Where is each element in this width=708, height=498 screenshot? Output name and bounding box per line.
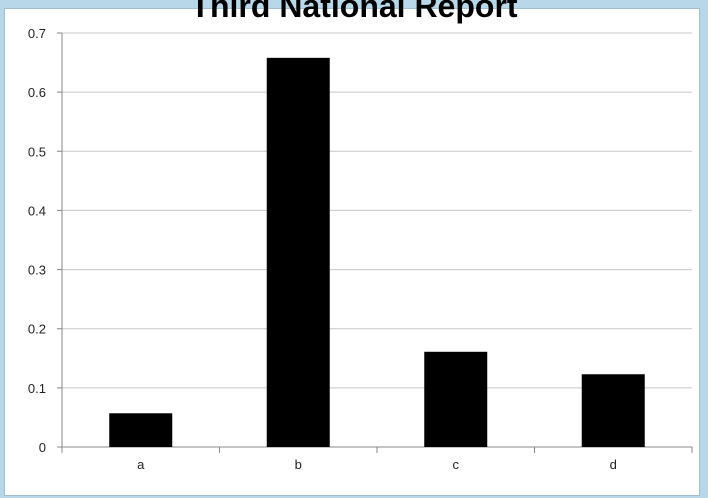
chart-title: Third National Report (190, 0, 518, 24)
y-tick-label: 0.4 (28, 203, 46, 218)
x-tick-label: d (610, 457, 617, 472)
gridlines (62, 32, 692, 389)
y-tick-label: 0.3 (28, 263, 46, 278)
bar-d (581, 374, 645, 447)
bars (109, 57, 645, 448)
y-tick-label: 0.5 (28, 144, 46, 159)
y-tick-label: 0.2 (28, 322, 46, 337)
bar-b (266, 57, 330, 448)
x-tick-label: c (453, 457, 460, 472)
y-tick-label: 0 (39, 440, 46, 455)
y-tick-label: 0.6 (28, 85, 46, 100)
tick-labels: 0 0.1 0.2 0.3 0.4 0.5 0.6 0.7 a b c d (28, 26, 617, 472)
bar-c (424, 351, 488, 447)
y-tick-label: 0.7 (28, 26, 46, 41)
y-tick-label: 0.1 (28, 381, 46, 396)
bar-a (109, 413, 173, 447)
x-tick-label: a (137, 457, 145, 472)
x-tick-label: b (295, 457, 302, 472)
